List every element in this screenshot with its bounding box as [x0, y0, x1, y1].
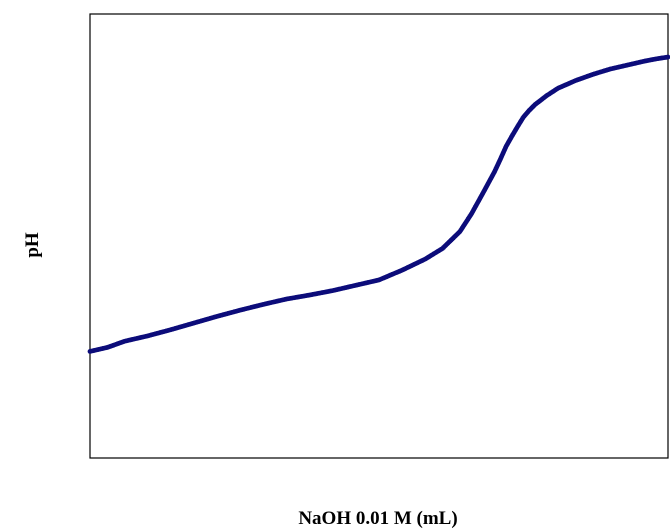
series-layer — [87, 54, 670, 354]
plot-frame — [89, 13, 669, 459]
data-point — [665, 54, 670, 60]
series-0 — [87, 54, 670, 354]
x-axis-title: NaOH 0.01 M (mL) — [298, 508, 457, 529]
y-axis-title: pH — [22, 232, 43, 258]
